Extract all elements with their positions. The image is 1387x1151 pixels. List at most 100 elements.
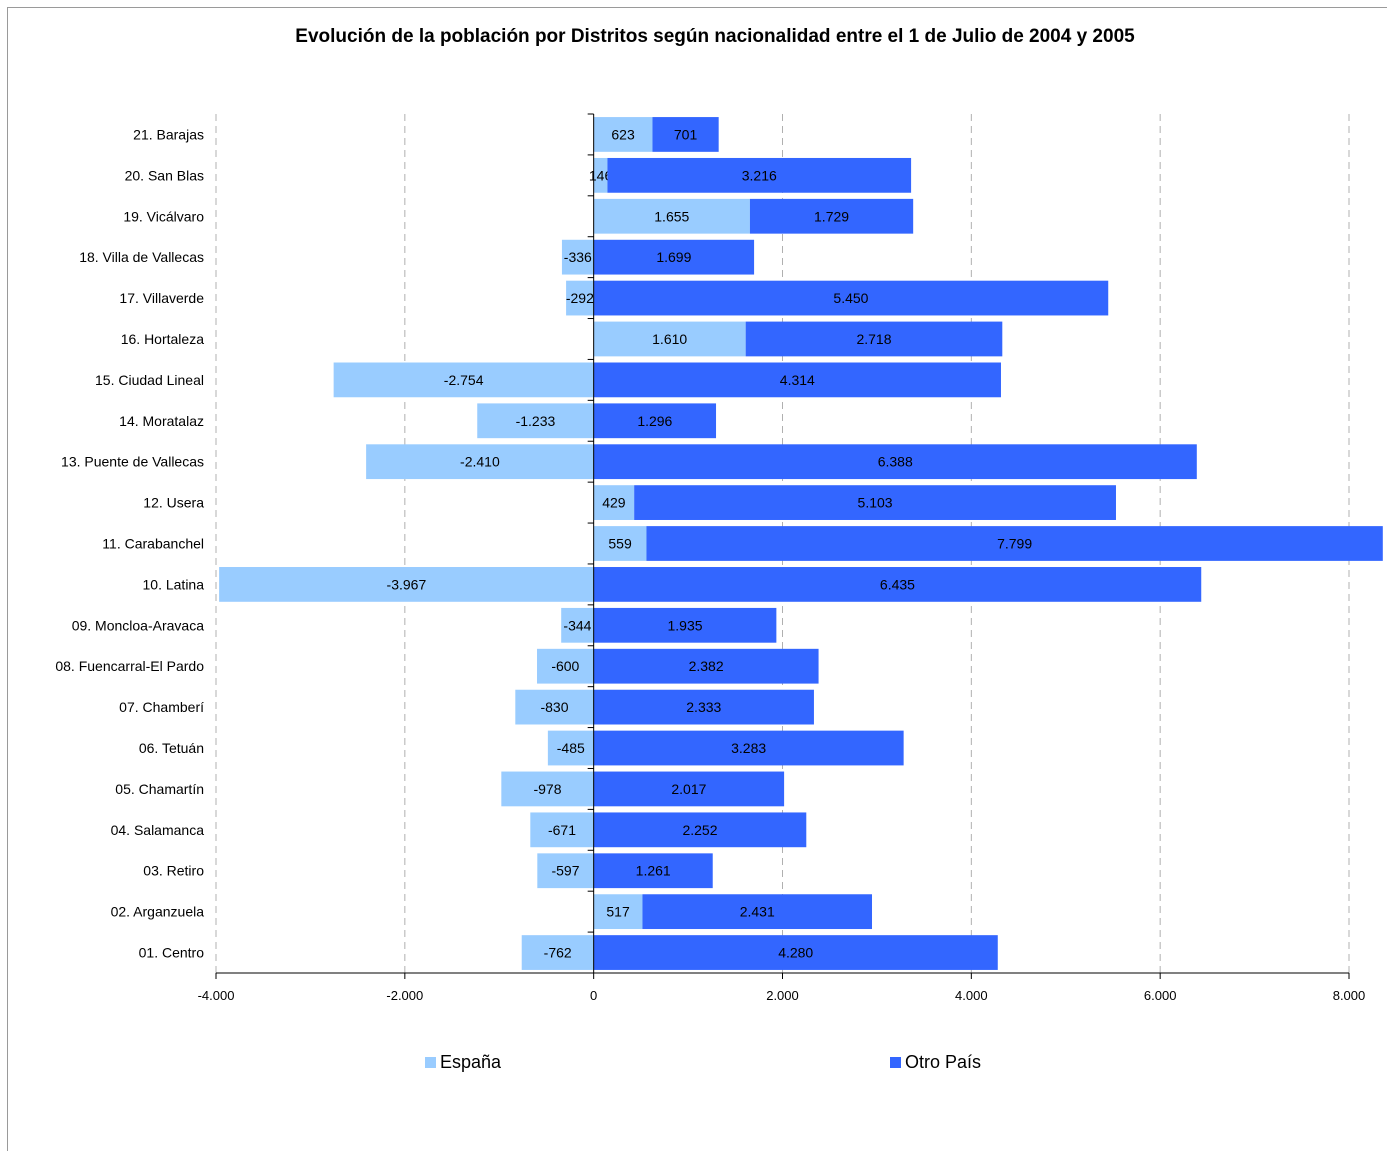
bar-otro-pais bbox=[634, 485, 1116, 520]
bar-otro-pais bbox=[593, 935, 998, 970]
data-label-espana: -2.754 bbox=[444, 372, 484, 388]
bar-espana bbox=[366, 444, 594, 480]
category-label: 12. Usera bbox=[143, 495, 204, 511]
data-label-otro-pais: 1.296 bbox=[637, 413, 672, 429]
legend-item-otro-pais: Otro País bbox=[890, 1052, 981, 1073]
bar-otro-pais bbox=[642, 894, 873, 930]
category-label: 03. Retiro bbox=[143, 863, 204, 879]
bar-espana bbox=[593, 485, 635, 520]
bar-espana bbox=[521, 935, 594, 970]
bar-espana bbox=[561, 607, 594, 643]
bar-espana bbox=[566, 280, 594, 316]
bar-otro-pais bbox=[593, 648, 819, 684]
data-label-otro-pais: 1.261 bbox=[636, 863, 671, 879]
bar-otro-pais bbox=[593, 771, 785, 807]
chart-legend: España Otro País bbox=[0, 1052, 1387, 1076]
data-label-espana: -2.410 bbox=[460, 454, 500, 470]
data-label-espana: -292 bbox=[566, 290, 594, 306]
bar-espana bbox=[593, 117, 653, 152]
category-label: 01. Centro bbox=[139, 945, 205, 961]
category-label: 21. Barajas bbox=[133, 126, 204, 142]
bar-espana bbox=[593, 894, 643, 930]
data-label-espana: -600 bbox=[551, 658, 579, 674]
data-label-otro-pais: 3.216 bbox=[742, 167, 777, 183]
bar-espana bbox=[501, 771, 594, 807]
data-label-espana: -3.967 bbox=[387, 576, 427, 592]
data-label-otro-pais: 6.388 bbox=[878, 454, 913, 470]
data-label-otro-pais: 1.935 bbox=[667, 617, 702, 633]
category-label: 04. Salamanca bbox=[111, 822, 205, 838]
data-label-otro-pais: 6.435 bbox=[880, 576, 915, 592]
data-label-espana: -344 bbox=[563, 617, 591, 633]
category-label: 09. Moncloa-Aravaca bbox=[72, 617, 205, 633]
bar-otro-pais bbox=[593, 812, 807, 848]
data-label-otro-pais: 701 bbox=[674, 126, 698, 142]
bar-otro-pais bbox=[593, 362, 1001, 398]
category-label: 13. Puente de Vallecas bbox=[61, 454, 204, 470]
category-label: 18. Villa de Vallecas bbox=[79, 249, 204, 265]
category-label: 16. Hortaleza bbox=[121, 331, 204, 347]
data-label-espana: -1.233 bbox=[516, 413, 556, 429]
legend-label-otro-pais: Otro País bbox=[905, 1052, 982, 1072]
category-label: 08. Fuencarral-El Pardo bbox=[55, 658, 204, 674]
category-label: 06. Tetuán bbox=[139, 740, 204, 756]
category-label: 15. Ciudad Lineal bbox=[95, 372, 204, 388]
bar-espana bbox=[219, 567, 594, 602]
data-label-otro-pais: 5.450 bbox=[833, 290, 868, 306]
x-tick-label: 0 bbox=[590, 988, 597, 1003]
data-label-espana: 1.610 bbox=[652, 331, 687, 347]
data-label-espana: -830 bbox=[540, 699, 568, 715]
bar-espana bbox=[561, 239, 594, 275]
bar-espana bbox=[593, 321, 746, 357]
bar-otro-pais bbox=[593, 689, 814, 725]
data-label-espana: -336 bbox=[564, 249, 592, 265]
category-label: 10. Latina bbox=[143, 576, 205, 592]
category-label: 19. Vicálvaro bbox=[123, 208, 204, 224]
data-label-otro-pais: 2.382 bbox=[689, 658, 724, 674]
category-label: 07. Chamberí bbox=[119, 699, 204, 715]
bar-otro-pais bbox=[593, 567, 1202, 602]
data-label-espana: 517 bbox=[606, 904, 630, 920]
category-label: 17. Villaverde bbox=[119, 290, 204, 306]
data-label-otro-pais: 3.283 bbox=[731, 740, 766, 756]
data-label-espana: -671 bbox=[548, 822, 576, 838]
legend-item-espana: España bbox=[425, 1052, 501, 1073]
data-label-otro-pais: 7.799 bbox=[997, 536, 1032, 552]
legend-label-espana: España bbox=[440, 1052, 502, 1072]
data-label-espana: -762 bbox=[544, 945, 572, 961]
bar-otro-pais bbox=[749, 198, 914, 234]
data-label-espana: 559 bbox=[608, 536, 632, 552]
data-label-otro-pais: 1.699 bbox=[656, 249, 691, 265]
data-label-otro-pais: 2.718 bbox=[856, 331, 891, 347]
bar-otro-pais bbox=[593, 853, 713, 889]
bar-otro-pais bbox=[593, 607, 777, 643]
data-label-otro-pais: 2.333 bbox=[686, 699, 721, 715]
bar-espana bbox=[515, 689, 594, 725]
data-label-espana: -485 bbox=[557, 740, 585, 756]
data-label-espana: 146 bbox=[589, 167, 613, 183]
data-label-otro-pais: 4.314 bbox=[780, 372, 815, 388]
legend-swatch-espana bbox=[425, 1057, 436, 1068]
data-label-espana: 429 bbox=[602, 495, 626, 511]
bar-otro-pais bbox=[593, 239, 755, 275]
data-label-otro-pais: 2.252 bbox=[682, 822, 717, 838]
bar-otro-pais bbox=[593, 403, 717, 439]
bar-espana bbox=[547, 730, 594, 766]
data-label-espana: 623 bbox=[611, 126, 635, 142]
x-tick-label: -4.000 bbox=[198, 988, 235, 1003]
category-label: 05. Chamartín bbox=[115, 781, 204, 797]
data-label-otro-pais: 2.017 bbox=[671, 781, 706, 797]
data-label-espana: 1.655 bbox=[654, 208, 689, 224]
chart-title: Evolución de la población por Distritos … bbox=[295, 26, 1135, 47]
bar-espana bbox=[593, 157, 608, 193]
bar-espana bbox=[593, 526, 647, 561]
legend-swatch-otro-pais bbox=[890, 1057, 901, 1068]
x-tick-label: -2.000 bbox=[386, 988, 423, 1003]
x-tick-label: 6.000 bbox=[1144, 988, 1177, 1003]
bar-espana bbox=[530, 812, 594, 848]
bar-otro-pais bbox=[745, 321, 1003, 357]
x-tick-label: 4.000 bbox=[955, 988, 988, 1003]
bar-espana bbox=[537, 853, 594, 889]
bar-espana bbox=[333, 362, 594, 398]
x-tick-label: 8.000 bbox=[1333, 988, 1366, 1003]
